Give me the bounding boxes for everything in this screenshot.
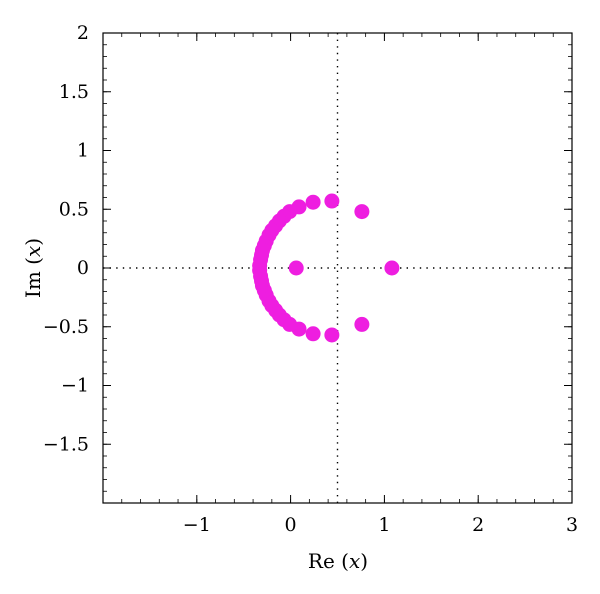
- y-tick-label: 2: [77, 22, 89, 44]
- major-ticks: [103, 32, 573, 503]
- data-point: [305, 194, 321, 210]
- x-tick-label: −1: [183, 514, 211, 536]
- plot-frame: [102, 32, 573, 504]
- x-tick-label: 0: [285, 514, 297, 536]
- data-point: [305, 326, 321, 342]
- x-tick-labels: −1 0 1 2 3: [183, 514, 578, 536]
- x-tick-label: 1: [378, 514, 390, 536]
- data-point: [324, 193, 340, 209]
- x-axis-label: Re (x): [308, 549, 368, 573]
- data-point: [252, 262, 268, 278]
- y-axis-label: Im (x): [21, 238, 45, 298]
- x-tick-label: 3: [566, 514, 578, 536]
- y-tick-label: 0: [77, 257, 89, 279]
- x-tick-label: 2: [472, 514, 484, 536]
- data-point: [288, 260, 304, 276]
- data-point: [354, 204, 370, 220]
- y-tick-label: −0.5: [43, 316, 89, 338]
- data-point: [324, 327, 340, 343]
- y-tick-label: −1.5: [43, 433, 89, 455]
- y-tick-label: −1: [61, 375, 89, 397]
- data-point: [354, 316, 370, 332]
- reference-lines: [103, 33, 572, 503]
- minor-ticks: [102, 32, 573, 504]
- data-points: [252, 193, 400, 343]
- y-tick-label: 0.5: [59, 198, 89, 220]
- y-tick-label: 1: [77, 140, 89, 162]
- y-tick-label: 1.5: [59, 81, 89, 103]
- data-point: [384, 260, 400, 276]
- y-tick-labels: −1.5 −1 −0.5 0 0.5 1 1.5 2: [43, 22, 89, 455]
